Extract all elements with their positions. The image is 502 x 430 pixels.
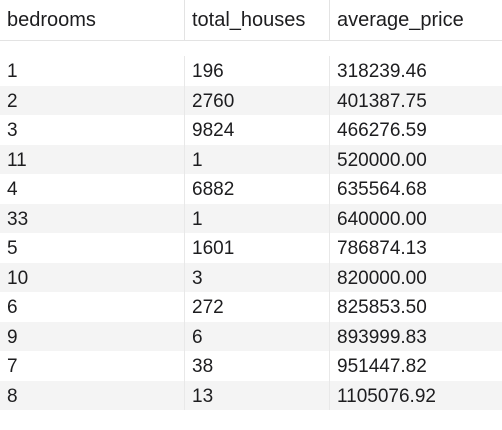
table-row[interactable]: 6 272 825853.50 xyxy=(0,292,502,322)
cell-bedrooms[interactable]: 8 xyxy=(0,380,185,410)
header-spacer xyxy=(0,41,502,56)
header-row: bedrooms total_houses average_price xyxy=(0,0,502,41)
table-row[interactable]: 33 1 640000.00 xyxy=(0,203,502,233)
cell-total-houses[interactable]: 6 xyxy=(185,321,330,351)
table-row[interactable]: 2 2760 401387.75 xyxy=(0,85,502,115)
cell-bedrooms[interactable]: 5 xyxy=(0,233,185,263)
table-row[interactable]: 9 6 893999.83 xyxy=(0,321,502,351)
table-row[interactable]: 10 3 820000.00 xyxy=(0,262,502,292)
cell-total-houses[interactable]: 272 xyxy=(185,292,330,322)
cell-total-houses[interactable]: 1 xyxy=(185,203,330,233)
cell-total-houses[interactable]: 3 xyxy=(185,262,330,292)
cell-average-price[interactable]: 466276.59 xyxy=(337,120,427,141)
table-row[interactable]: 7 38 951447.82 xyxy=(0,351,502,381)
cell-bedrooms[interactable]: 7 xyxy=(0,351,185,381)
cell-bedrooms[interactable]: 3 xyxy=(0,115,185,145)
cell-bedrooms[interactable]: 10 xyxy=(0,262,185,292)
cell-total-houses[interactable]: 1 xyxy=(185,144,330,174)
table-row[interactable]: 11 1 520000.00 xyxy=(0,144,502,174)
cell-average-price[interactable]: 1105076.92 xyxy=(337,385,436,407)
cell-bedrooms[interactable]: 11 xyxy=(0,144,185,174)
column-header-average-price[interactable]: average_price xyxy=(337,9,464,31)
cell-average-price[interactable]: 893999.83 xyxy=(337,326,427,348)
cell-bedrooms[interactable]: 2 xyxy=(0,85,185,115)
cell-average-price[interactable]: 635564.68 xyxy=(337,179,427,200)
cell-total-houses[interactable]: 1601 xyxy=(185,233,330,263)
cell-average-price[interactable]: 640000.00 xyxy=(337,208,427,230)
cell-total-houses[interactable]: 13 xyxy=(185,380,330,410)
cell-total-houses[interactable]: 9824 xyxy=(185,115,330,145)
cell-average-price[interactable]: 951447.82 xyxy=(337,356,427,377)
cell-total-houses[interactable]: 2760 xyxy=(185,85,330,115)
cell-bedrooms[interactable]: 9 xyxy=(0,321,185,351)
cell-average-price[interactable]: 786874.13 xyxy=(337,238,427,259)
table-row[interactable]: 5 1601 786874.13 xyxy=(0,233,502,263)
cell-total-houses[interactable]: 38 xyxy=(185,351,330,381)
cell-bedrooms[interactable]: 33 xyxy=(0,203,185,233)
cell-average-price[interactable]: 401387.75 xyxy=(337,90,427,112)
cell-total-houses[interactable]: 6882 xyxy=(185,174,330,204)
cell-average-price[interactable]: 318239.46 xyxy=(337,61,427,82)
table-row[interactable]: 3 9824 466276.59 xyxy=(0,115,502,145)
cell-average-price[interactable]: 825853.50 xyxy=(337,297,427,318)
column-header-bedrooms[interactable]: bedrooms xyxy=(0,0,185,40)
table-row[interactable]: 4 6882 635564.68 xyxy=(0,174,502,204)
cell-average-price[interactable]: 520000.00 xyxy=(337,149,427,171)
cell-bedrooms[interactable]: 4 xyxy=(0,174,185,204)
cell-average-price[interactable]: 820000.00 xyxy=(337,267,427,289)
column-header-total-houses[interactable]: total_houses xyxy=(185,0,330,40)
cell-total-houses[interactable]: 196 xyxy=(185,56,330,86)
cell-bedrooms[interactable]: 1 xyxy=(0,56,185,86)
cell-bedrooms[interactable]: 6 xyxy=(0,292,185,322)
table-row[interactable]: 8 13 1105076.92 xyxy=(0,380,502,410)
table-row[interactable]: 1 196 318239.46 xyxy=(0,56,502,86)
